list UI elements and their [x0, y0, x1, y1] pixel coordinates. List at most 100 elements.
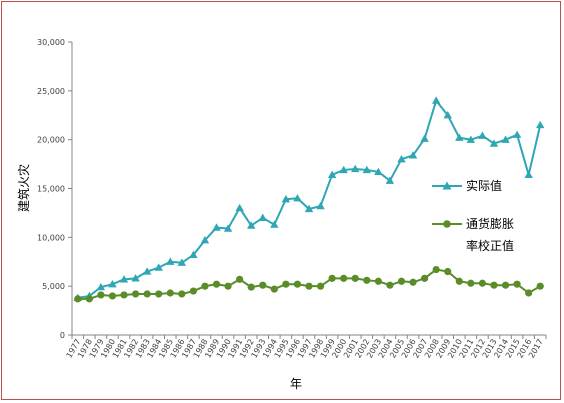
data-point-actual — [223, 224, 233, 232]
y-tick-label: 10,000 — [37, 233, 65, 242]
y-axis-title: 建筑火灾 — [16, 164, 31, 212]
data-point-inflation-adjusted — [155, 290, 163, 298]
legend: 实际值 通货膨胀 率校正值 — [432, 178, 514, 253]
data-point-actual — [281, 195, 291, 203]
data-point-inflation-adjusted — [108, 292, 117, 300]
data-point-inflation-adjusted — [501, 281, 510, 289]
legend-adjusted-label-line1: 通货膨胀 — [466, 216, 514, 231]
data-point-inflation-adjusted — [363, 276, 371, 284]
data-point-actual — [420, 134, 429, 142]
data-point-inflation-adjusted — [212, 280, 221, 288]
data-point-inflation-adjusted — [351, 274, 359, 282]
data-point-inflation-adjusted — [270, 285, 278, 293]
data-point-inflation-adjusted — [282, 280, 290, 288]
data-point-actual — [397, 155, 406, 163]
data-point-actual — [501, 135, 510, 143]
data-point-actual — [327, 170, 337, 178]
data-point-inflation-adjusted — [397, 277, 406, 285]
data-point-actual — [478, 131, 487, 139]
data-point-actual — [108, 280, 117, 288]
data-point-inflation-adjusted — [74, 295, 82, 303]
data-point-actual — [536, 120, 545, 129]
data-point-actual — [316, 201, 325, 210]
x-ticks: 1977197819791980198119821983198419851986… — [65, 335, 547, 360]
data-point-inflation-adjusted — [97, 291, 105, 299]
data-point-inflation-adjusted — [421, 274, 429, 282]
data-point-inflation-adjusted — [467, 279, 475, 287]
y-tick-label: 0 — [60, 331, 65, 340]
y-ticks: 0 5,000 10,000 15,000 20,000 25,000 30,000 — [37, 38, 72, 340]
data-point-actual — [489, 139, 499, 147]
data-point-inflation-adjusted — [478, 279, 487, 287]
data-point-actual — [189, 250, 198, 259]
data-point-actual — [119, 275, 129, 283]
data-point-actual — [200, 236, 210, 244]
data-point-actual — [154, 263, 163, 271]
data-point-inflation-adjusted — [328, 274, 336, 282]
legend-adjusted-circle-marker — [443, 220, 451, 228]
data-point-actual — [131, 274, 140, 282]
data-point-inflation-adjusted — [236, 275, 244, 283]
y-tick-label: 30,000 — [37, 38, 65, 47]
data-point-inflation-adjusted — [259, 281, 267, 289]
data-point-inflation-adjusted — [409, 278, 417, 286]
data-point-actual — [142, 267, 152, 275]
data-point-actual — [362, 165, 371, 174]
data-point-actual — [304, 204, 314, 213]
data-point-actual — [385, 176, 395, 184]
data-point-inflation-adjusted — [525, 289, 533, 297]
data-point-inflation-adjusted — [374, 277, 382, 285]
data-point-actual — [177, 258, 187, 266]
data-point-actual — [408, 151, 418, 159]
data-point-inflation-adjusted — [432, 265, 440, 274]
data-point-actual — [339, 165, 348, 174]
data-point-inflation-adjusted — [143, 290, 151, 298]
data-point-actual — [524, 170, 533, 178]
data-point-actual — [374, 167, 383, 176]
data-point-actual — [455, 133, 464, 141]
data-point-actual — [351, 164, 360, 173]
data-point-inflation-adjusted — [293, 280, 302, 288]
data-point-actual — [96, 282, 106, 291]
data-point-actual — [258, 213, 267, 221]
data-point-inflation-adjusted — [386, 281, 394, 289]
y-tick-label: 15,000 — [37, 185, 65, 194]
x-axis-title: 年 — [290, 377, 302, 391]
data-point-inflation-adjusted — [490, 281, 498, 289]
data-point-inflation-adjusted — [85, 295, 93, 303]
data-point-actual — [512, 130, 522, 138]
data-point-inflation-adjusted — [247, 283, 255, 291]
y-tick-label: 20,000 — [37, 136, 65, 145]
data-point-actual — [293, 194, 302, 202]
data-point-inflation-adjusted — [201, 282, 209, 290]
data-point-actual — [235, 203, 244, 212]
data-point-actual — [212, 223, 221, 231]
series-layer — [73, 96, 545, 303]
y-tick-label: 25,000 — [37, 87, 65, 96]
legend-actual-triangle-marker — [442, 181, 452, 190]
data-point-inflation-adjusted — [131, 290, 140, 298]
data-point-inflation-adjusted — [189, 287, 197, 295]
data-point-actual — [466, 135, 476, 143]
data-point-actual — [270, 220, 279, 228]
data-point-inflation-adjusted — [513, 280, 521, 288]
legend-adjusted-label-line2: 率校正值 — [466, 238, 514, 253]
data-point-inflation-adjusted — [444, 267, 452, 276]
data-point-actual — [247, 221, 256, 229]
data-point-inflation-adjusted — [120, 291, 128, 299]
data-point-inflation-adjusted — [224, 282, 232, 290]
data-point-actual — [166, 257, 175, 265]
data-point-actual — [431, 96, 441, 104]
data-point-inflation-adjusted — [536, 282, 544, 290]
data-point-inflation-adjusted — [455, 277, 463, 285]
legend-actual-label: 实际值 — [466, 178, 502, 193]
data-point-inflation-adjusted — [166, 289, 174, 297]
data-point-inflation-adjusted — [340, 274, 348, 282]
data-point-inflation-adjusted — [305, 282, 313, 290]
y-tick-label: 5,000 — [42, 282, 65, 291]
data-point-inflation-adjusted — [316, 282, 325, 290]
data-point-actual — [443, 111, 452, 119]
data-point-inflation-adjusted — [178, 290, 186, 298]
